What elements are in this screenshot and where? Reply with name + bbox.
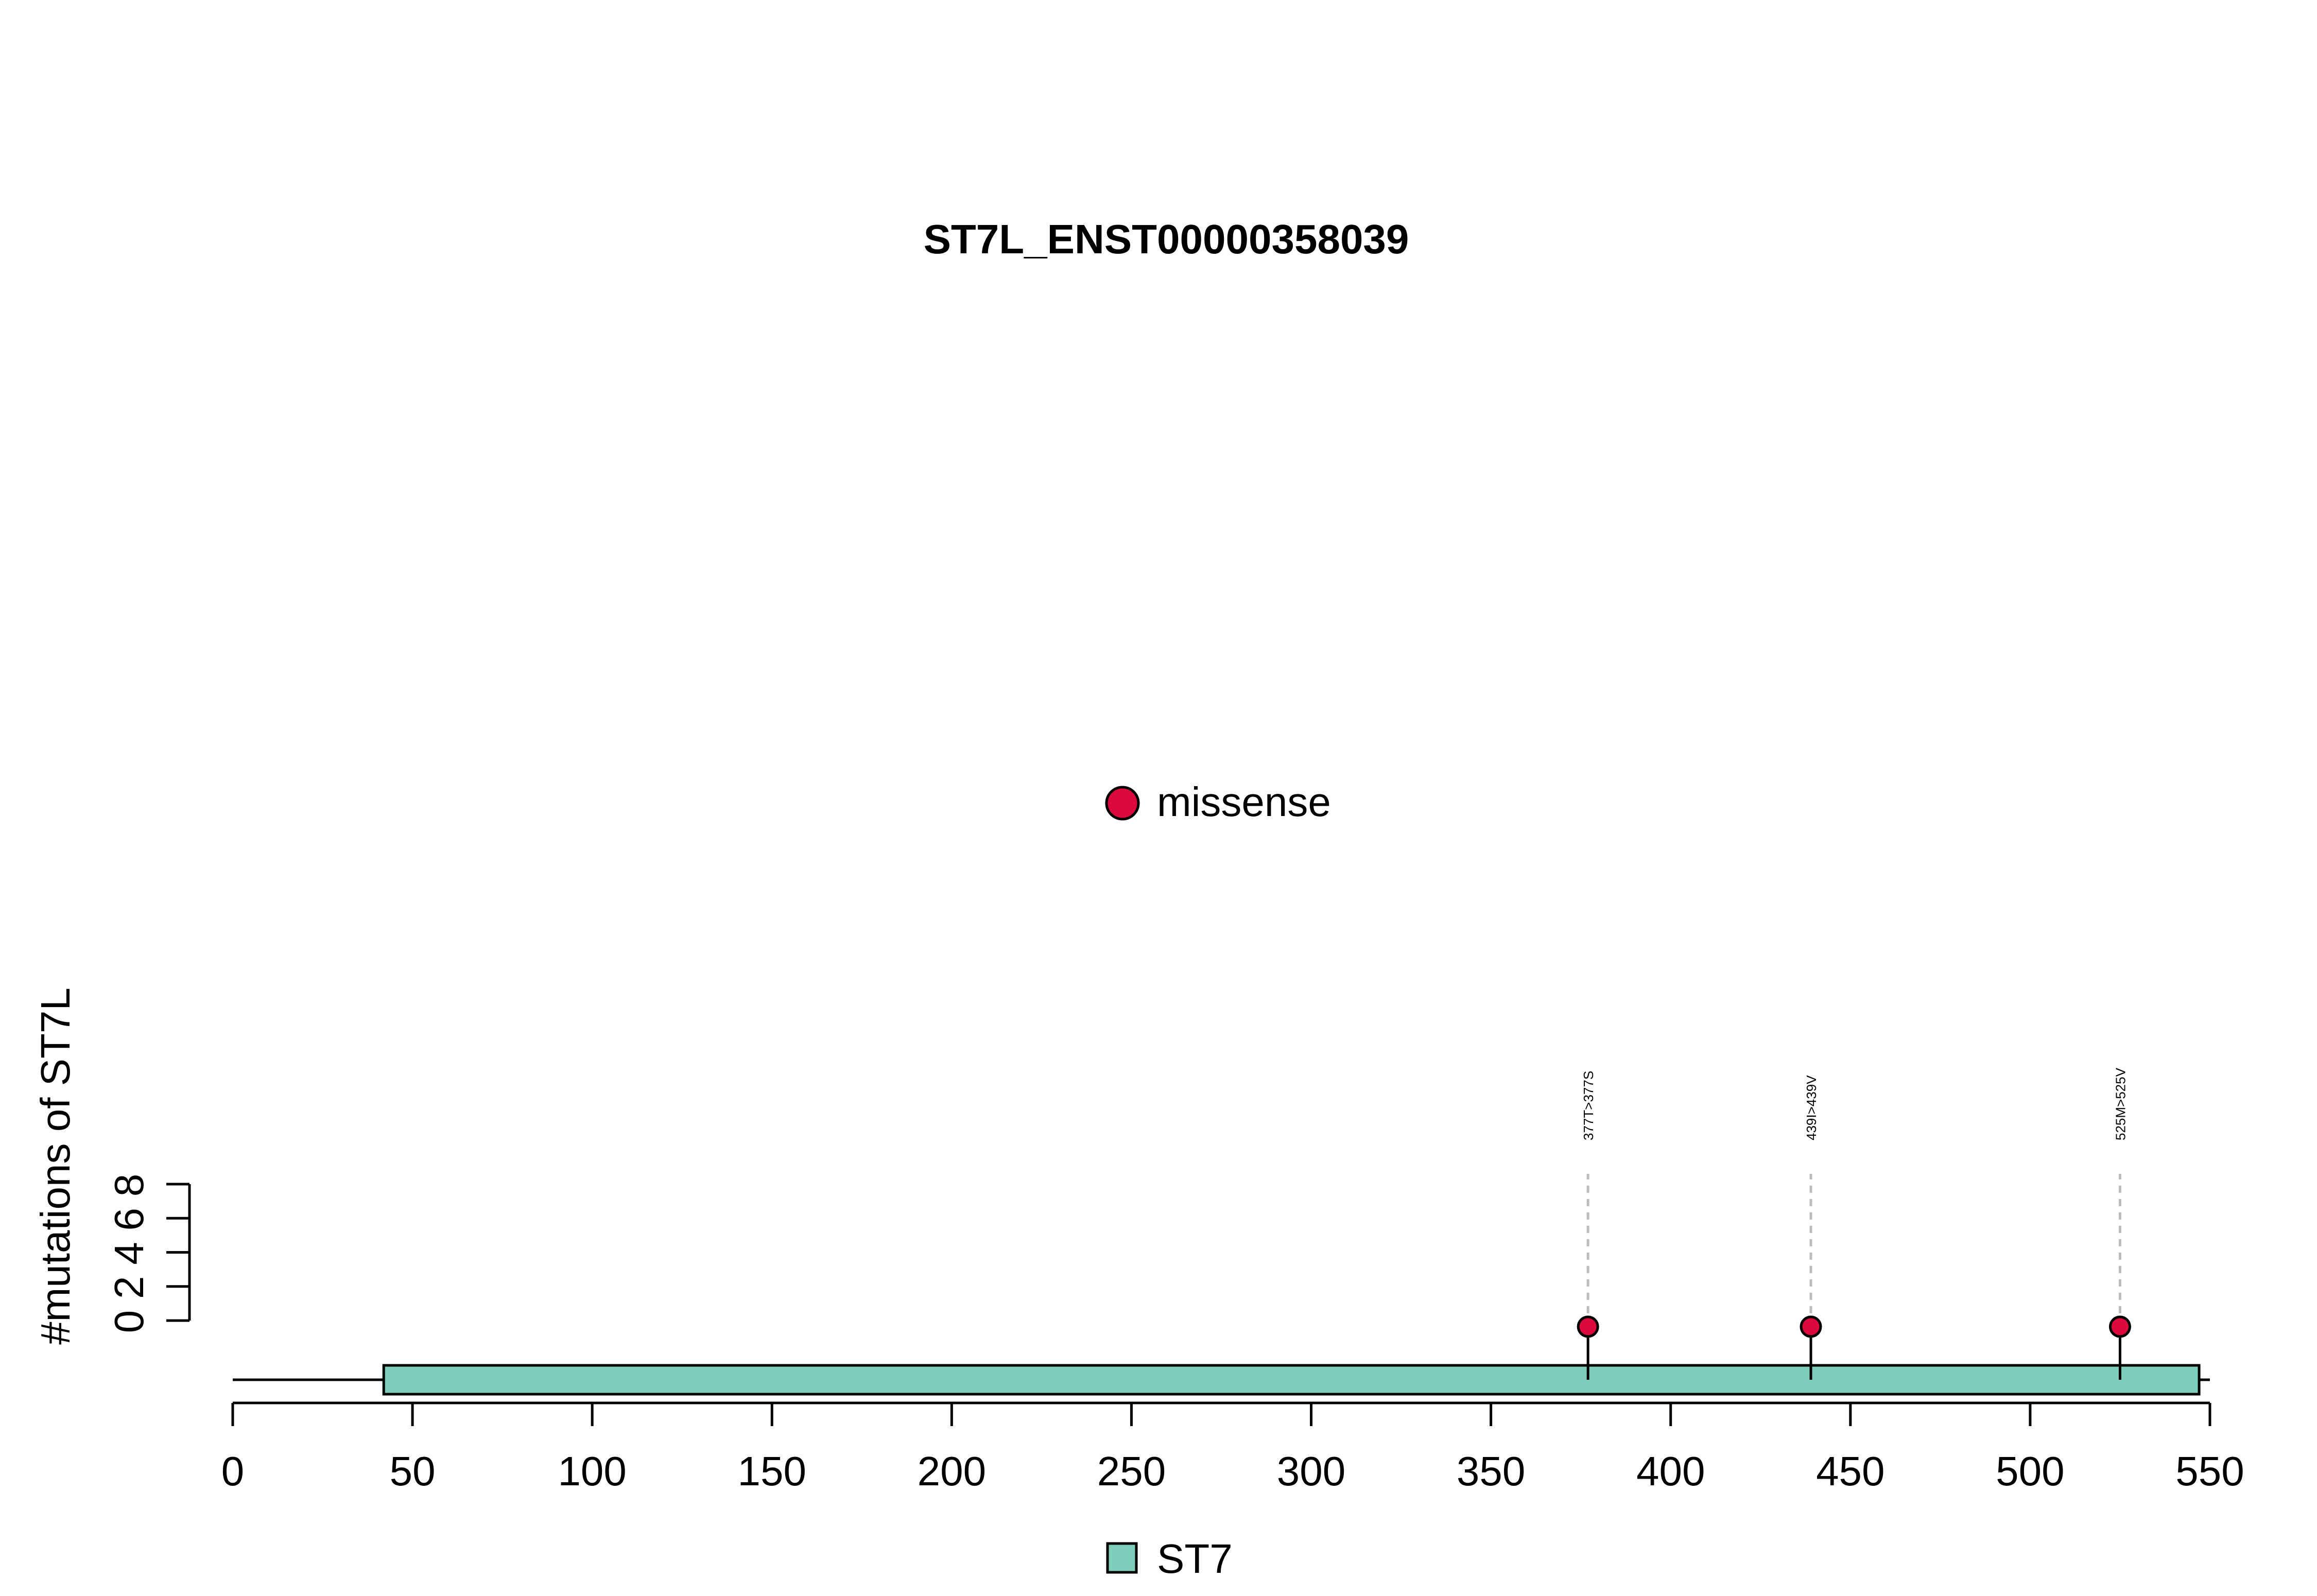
- y-tick-label: 8: [106, 1174, 152, 1197]
- x-tick-label: 450: [1816, 1448, 1884, 1494]
- legend-missense: missense: [1105, 779, 1331, 825]
- y-tick-label: 0: [106, 1310, 152, 1333]
- x-tick-label: 550: [2175, 1448, 2244, 1494]
- mutation-label: 525M>525V: [2113, 1067, 2128, 1140]
- x-tick-label: 0: [221, 1448, 245, 1494]
- x-tick-label: 250: [1097, 1448, 1166, 1494]
- y-axis: 0 2 4 6 8: [106, 1174, 191, 1333]
- x-tick-label: 400: [1636, 1448, 1705, 1494]
- domain-st7: [382, 1364, 2201, 1396]
- mutation-point: [1800, 1315, 1822, 1338]
- x-tick-label: 150: [738, 1448, 806, 1494]
- mutation-point: [1577, 1315, 1599, 1338]
- legend-domain-label: ST7: [1157, 1536, 1233, 1582]
- x-tick-label: 200: [918, 1448, 986, 1494]
- x-axis: 0 50 100 150 200 250 300 350 400 450 500 550: [221, 1401, 2244, 1494]
- y-axis-label: #mutations of ST7L: [32, 987, 78, 1345]
- mutation-label: 439I>439V: [1804, 1075, 1819, 1140]
- protein-track: [233, 1364, 2210, 1396]
- legend-domain-swatch: [1106, 1542, 1138, 1574]
- legend-missense-label: missense: [1157, 779, 1331, 825]
- legend-domain: ST7: [1106, 1536, 1233, 1582]
- mutation-lollipops: 377T>377S 439I>439V 525M>525V: [1577, 1067, 2131, 1380]
- chart-title: ST7L_ENST00000358039: [924, 216, 1409, 262]
- mutation-label: 377T>377S: [1581, 1071, 1596, 1140]
- x-tick-label: 100: [558, 1448, 626, 1494]
- x-tick-label: 350: [1457, 1448, 1525, 1494]
- legend-missense-marker: [1105, 786, 1140, 821]
- x-tick-label: 500: [1996, 1448, 2064, 1494]
- y-tick-label: 4: [106, 1242, 152, 1265]
- x-tick-label: 300: [1277, 1448, 1345, 1494]
- mutation-point: [2108, 1315, 2131, 1338]
- x-tick-label: 50: [390, 1448, 436, 1494]
- y-tick-label: 2: [106, 1276, 152, 1299]
- y-tick-label: 6: [106, 1208, 152, 1231]
